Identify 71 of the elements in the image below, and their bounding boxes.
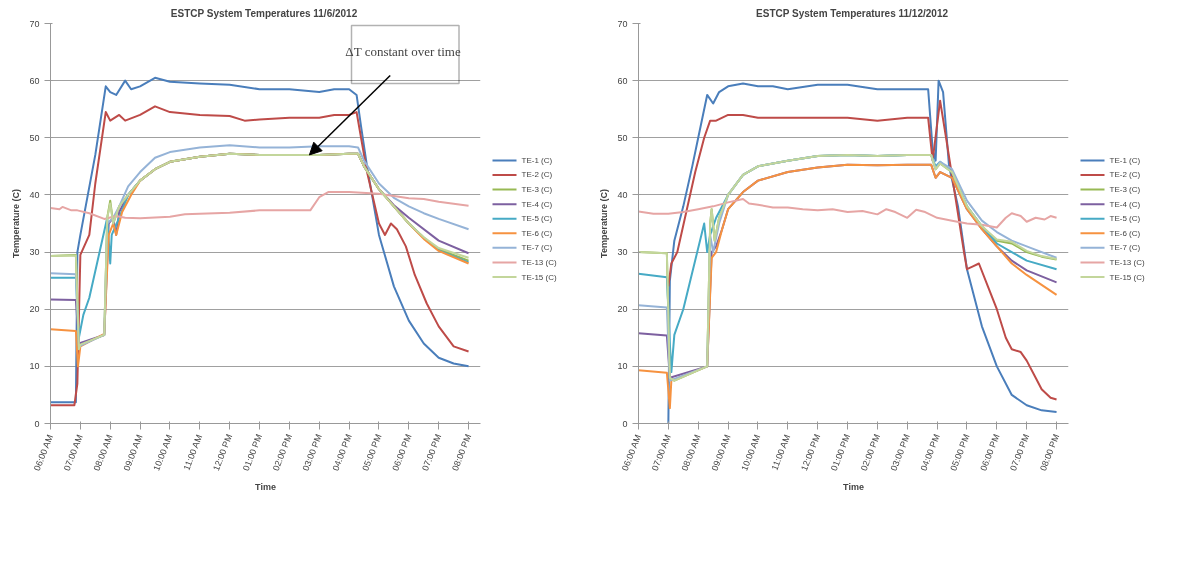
x-tick-label: 06:00 AM <box>619 433 643 473</box>
y-tick-label: 20 <box>29 304 40 315</box>
x-tick-label: 01:00 PM <box>240 432 265 473</box>
x-tick-label: 05:00 PM <box>360 432 384 473</box>
y-tick-label: 70 <box>29 18 40 29</box>
legend-label: TE-2 (C) <box>521 170 553 180</box>
annotation: ΔT constant over time <box>345 44 461 59</box>
chart-title: ESTCP System Temperatures 11/6/2012 <box>170 7 358 19</box>
x-tick-label: 08:00 AM <box>679 433 703 473</box>
x-tick-label: 04:00 PM <box>918 432 942 473</box>
legend-label: TE-4 (C) <box>1109 199 1141 209</box>
legend-label: TE-2 (C) <box>1109 170 1141 180</box>
y-axis-title: Temperature (C) <box>11 189 22 258</box>
y-tick-label: 70 <box>617 18 628 29</box>
x-tick-label: 02:00 PM <box>270 432 295 473</box>
x-tick-label: 10:00 AM <box>739 433 763 473</box>
y-tick-label: 50 <box>617 132 628 143</box>
legend-label: TE-13 (C) <box>521 257 557 267</box>
legend-label: TE-3 (C) <box>1109 185 1141 195</box>
y-tick-label: 40 <box>29 189 40 200</box>
y-axis-title: Temperature (C) <box>599 189 610 258</box>
y-tick-label: 10 <box>29 361 40 372</box>
y-tick-label: 0 <box>622 418 628 429</box>
x-tick-label: 05:00 PM <box>948 432 972 473</box>
legend-label: TE-5 (C) <box>521 214 553 224</box>
legend-label: TE-15 (C) <box>1109 272 1145 282</box>
x-tick-label: 08:00 AM <box>91 433 115 473</box>
chart-title: ESTCP System Temperatures 11/12/2012 <box>756 7 949 19</box>
legend-label: TE-4 (C) <box>521 199 553 209</box>
x-tick-label: 07:00 AM <box>61 433 85 473</box>
x-tick-label: 11:00 AM <box>769 433 793 472</box>
y-tick-label: 50 <box>29 132 40 143</box>
y-tick-label: 20 <box>617 304 628 315</box>
legend-label: TE-1 (C) <box>1109 155 1141 165</box>
x-tick-label: 03:00 PM <box>300 432 324 473</box>
x-tick-label: 03:00 PM <box>888 432 912 473</box>
x-tick-label: 09:00 AM <box>121 433 145 473</box>
x-tick-label: 12:00 PM <box>799 432 823 473</box>
x-tick-label: 08:00 PM <box>449 432 474 473</box>
x-axis-title: Time <box>255 482 276 493</box>
y-tick-label: 40 <box>617 189 628 200</box>
legend-label: TE-13 (C) <box>1109 257 1145 267</box>
y-tick-label: 30 <box>617 247 628 258</box>
x-tick-label: 12:00 PM <box>211 432 235 473</box>
y-tick-label: 60 <box>617 75 628 86</box>
x-tick-label: 07:00 PM <box>420 432 444 473</box>
x-axis-title: Time <box>843 482 864 493</box>
x-tick-label: 01:00 PM <box>828 432 853 473</box>
x-tick-label: 09:00 AM <box>709 433 733 473</box>
x-tick-label: 02:00 PM <box>858 432 883 473</box>
legend-label: TE-3 (C) <box>521 185 553 195</box>
x-tick-label: 06:00 PM <box>978 432 1002 473</box>
x-tick-label: 10:00 AM <box>151 433 175 473</box>
x-tick-label: 07:00 AM <box>649 433 673 473</box>
legend-label: TE-6 (C) <box>521 228 553 238</box>
x-tick-label: 08:00 PM <box>1037 432 1062 473</box>
x-tick-label: 11:00 AM <box>181 433 205 472</box>
y-tick-label: 0 <box>34 418 40 429</box>
legend-label: TE-1 (C) <box>521 155 553 165</box>
x-tick-label: 04:00 PM <box>330 432 354 473</box>
y-tick-label: 60 <box>29 75 40 86</box>
x-tick-label: 06:00 AM <box>31 433 55 473</box>
x-tick-label: 07:00 PM <box>1008 432 1032 473</box>
legend-label: TE-15 (C) <box>521 272 557 282</box>
legend-label: TE-7 (C) <box>521 243 553 253</box>
legend-label: TE-7 (C) <box>1109 243 1141 253</box>
y-tick-label: 10 <box>617 361 628 372</box>
legend-label: TE-6 (C) <box>1109 228 1141 238</box>
legend-label: TE-5 (C) <box>1109 214 1141 224</box>
x-tick-label: 06:00 PM <box>390 432 414 473</box>
y-tick-label: 30 <box>29 247 40 258</box>
